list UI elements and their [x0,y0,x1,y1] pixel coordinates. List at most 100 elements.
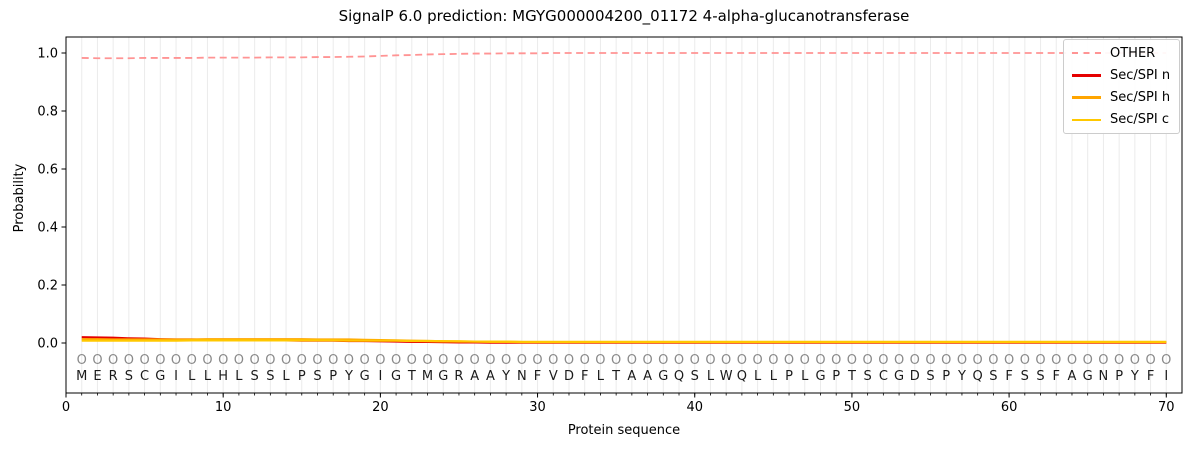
sequence-residue: D [564,369,574,384]
predicted-label: O [752,353,762,368]
legend-item-sec-spi-h: Sec/SPI h [1064,90,1179,105]
predicted-label: O [1020,353,1030,368]
sequence-residue: A [627,369,636,384]
sec-spi-c-line-swatch [1072,118,1101,122]
sequence-residue: R [109,369,118,384]
predicted-label: O [800,353,810,368]
predicted-label: O [202,353,212,368]
predicted-label: O [831,353,841,368]
sequence-residue: S [989,369,997,384]
predicted-label: O [595,353,605,368]
sequence-residue: F [1147,369,1154,384]
predicted-label: O [815,353,825,368]
sequence-residue: T [611,369,620,384]
sequence-residue: A [486,369,495,384]
sequence-residue: T [847,369,856,384]
sequence-residue: S [1021,369,1029,384]
predicted-label: O [1145,353,1155,368]
predicted-label: O [863,353,873,368]
predicted-label: O [265,353,275,368]
sequence-residue: Y [957,369,966,384]
predicted-label: O [721,353,731,368]
y-axis-label: Probability [12,163,27,233]
sequence-residue: L [282,369,290,384]
x-tick-label: 20 [372,400,389,415]
sequence-residue: L [801,369,809,384]
sequence-residue: I [378,369,382,384]
sequence-residue: E [93,369,101,384]
predicted-label: O [485,353,495,368]
legend-item-sec-spi-c: Sec/SPI c [1064,112,1179,127]
predicted-label: O [580,353,590,368]
sequence-residue: Q [973,369,983,384]
predicted-label: O [1114,353,1124,368]
predicted-label: O [910,353,920,368]
predicted-label: O [768,353,778,368]
x-tick-label: 30 [529,400,546,415]
y-tick-label: 0.6 [37,163,58,178]
sequence-residue: G [1083,369,1093,384]
sequence-residue: S [926,369,934,384]
predicted-label: O [690,353,700,368]
sequence-residue: P [1115,369,1123,384]
predicted-label: O [1035,353,1045,368]
sequence-residue: H [218,369,228,384]
sequence-residue: T [407,369,416,384]
sequence-residue: P [942,369,950,384]
sequence-residue: G [815,369,825,384]
other-line-swatch [1072,52,1101,55]
predicted-label: O [234,353,244,368]
predicted-label: O [1051,353,1061,368]
predicted-label: O [517,353,527,368]
predicted-label: O [784,353,794,368]
y-tick-label: 0.4 [37,221,58,236]
sequence-residue: L [188,369,196,384]
sequence-residue: G [894,369,904,384]
sequence-residue: A [643,369,652,384]
predicted-label: O [438,353,448,368]
sequence-residue: L [235,369,243,384]
predicted-label: O [894,353,904,368]
predicted-label: O [611,353,621,368]
predicted-label: O [564,353,574,368]
predicted-label: O [941,353,951,368]
predicted-label: O [1130,353,1140,368]
predicted-label: O [627,353,637,368]
sequence-residue: Y [501,369,510,384]
predicted-label: O [312,353,322,368]
predicted-label: O [548,353,558,368]
x-tick-label: 0 [62,400,70,415]
legend-label: Sec/SPI c [1110,112,1169,128]
predicted-label: O [1083,353,1093,368]
predicted-label: O [218,353,228,368]
sequence-residue: L [770,369,778,384]
x-tick-label: 40 [686,400,703,415]
predicted-label: O [187,353,197,368]
plot-title: SignalP 6.0 prediction: MGYG000004200_01… [338,7,910,25]
predicted-label: O [171,353,181,368]
sequence-residue: S [691,369,699,384]
legend-box: OTHER Sec/SPI n Sec/SPI h Sec/SPI c [1063,39,1180,134]
sequence-residue: A [1068,369,1077,384]
y-tick-label: 0.8 [37,105,58,120]
predicted-label: O [1067,353,1077,368]
sequence-residue: C [140,369,149,384]
sequence-residue: Y [1130,369,1139,384]
predicted-label: O [847,353,857,368]
sequence-residue: G [438,369,448,384]
predicted-label: O [250,353,260,368]
predicted-label: O [375,353,385,368]
x-tick-label: 60 [1001,400,1018,415]
predicted-label: O [501,353,511,368]
sequence-residue: A [470,369,479,384]
sequence-residue: G [360,369,370,384]
predicted-label: O [988,353,998,368]
x-axis-label: Protein sequence [567,423,681,438]
predicted-label: O [878,353,888,368]
predicted-label: O [658,353,668,368]
legend-label: Sec/SPI n [1110,67,1171,83]
sequence-residue: I [174,369,178,384]
sequence-residue: P [329,369,337,384]
predicted-label: O [705,353,715,368]
